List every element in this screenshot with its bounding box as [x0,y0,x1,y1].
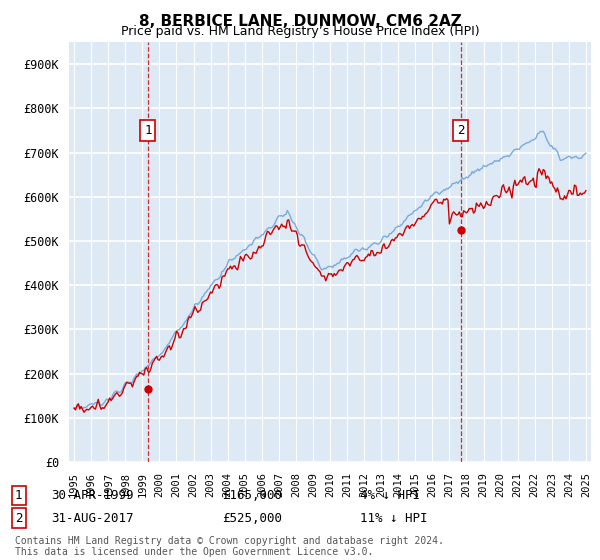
Text: 30-APR-1999: 30-APR-1999 [51,489,133,502]
Text: 2: 2 [457,124,464,137]
Text: £165,000: £165,000 [222,489,282,502]
Text: £525,000: £525,000 [222,511,282,525]
Text: 11% ↓ HPI: 11% ↓ HPI [360,511,427,525]
Text: 31-AUG-2017: 31-AUG-2017 [51,511,133,525]
Text: 1: 1 [15,489,23,502]
Text: 1: 1 [144,124,152,137]
Text: 4% ↓ HPI: 4% ↓ HPI [360,489,420,502]
Text: 8, BERBICE LANE, DUNMOW, CM6 2AZ: 8, BERBICE LANE, DUNMOW, CM6 2AZ [139,14,461,29]
Text: Price paid vs. HM Land Registry’s House Price Index (HPI): Price paid vs. HM Land Registry’s House … [121,25,479,38]
Text: Contains HM Land Registry data © Crown copyright and database right 2024.
This d: Contains HM Land Registry data © Crown c… [15,535,444,557]
Text: 2: 2 [15,511,23,525]
